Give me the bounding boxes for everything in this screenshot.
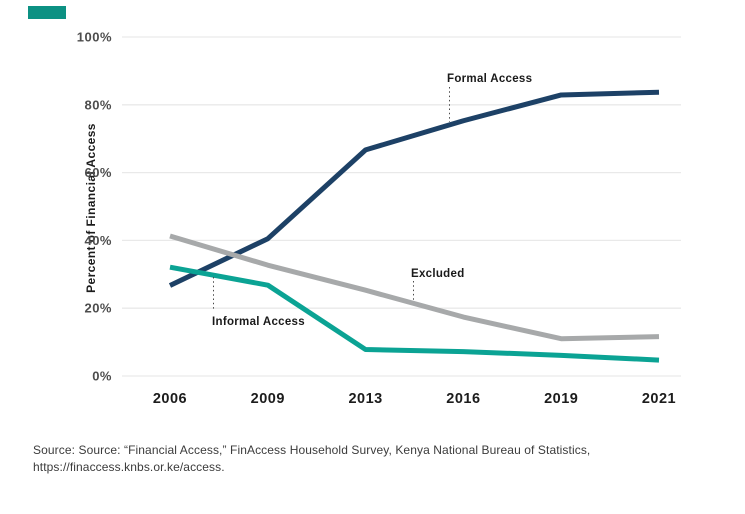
y-tick-label-40: 40% bbox=[84, 233, 112, 248]
y-tick-label-100: 100% bbox=[77, 30, 112, 45]
x-tick-label-2016: 2016 bbox=[446, 391, 480, 407]
series-line-excluded bbox=[169, 233, 660, 342]
annotation-label-excluded: Excluded bbox=[411, 268, 465, 280]
y-tick-label-80: 80% bbox=[84, 97, 112, 112]
y-tick-label-0: 0% bbox=[92, 369, 112, 384]
x-tick-label-2021: 2021 bbox=[642, 391, 676, 407]
y-tick-label-20: 20% bbox=[84, 301, 112, 316]
source-note-line-1: Source: Source: “Financial Access,” FinA… bbox=[33, 443, 591, 457]
x-tick-label-2019: 2019 bbox=[544, 391, 578, 407]
x-tick-label-2013: 2013 bbox=[348, 391, 382, 407]
y-tick-label-60: 60% bbox=[84, 165, 112, 180]
source-note: Source: Source: “Financial Access,” FinA… bbox=[33, 442, 693, 476]
source-note-line-2: https://finaccess.knbs.or.ke/access. bbox=[33, 460, 225, 474]
brand-accent-bar bbox=[28, 6, 66, 19]
annotation-label-formal-access: Formal Access bbox=[447, 73, 532, 85]
series-line-formal-access bbox=[168, 89, 660, 288]
x-tick-label-2009: 2009 bbox=[251, 391, 285, 407]
series-line-informal-access bbox=[169, 264, 660, 363]
annotation-label-informal-access: Informal Access bbox=[212, 316, 305, 328]
x-tick-label-2006: 2006 bbox=[153, 391, 187, 407]
